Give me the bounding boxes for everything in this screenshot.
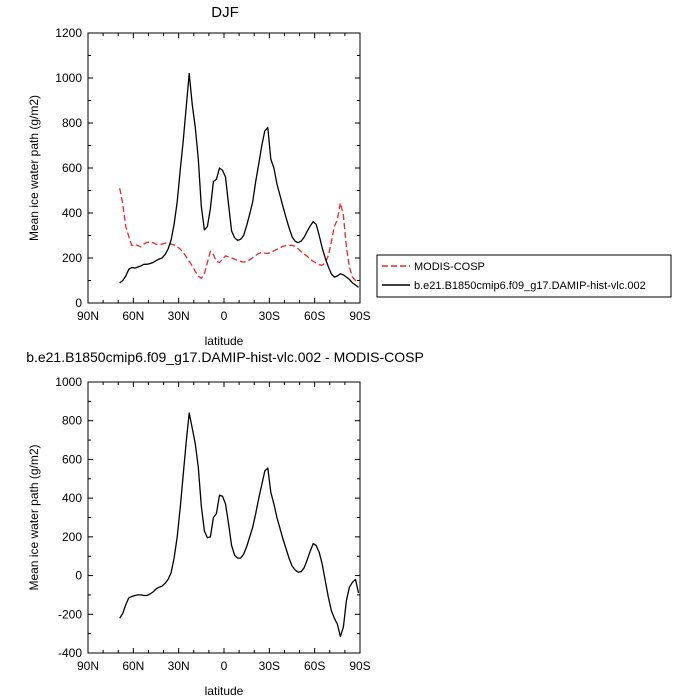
y-tick-label: 400 (62, 491, 82, 505)
y-tick-label: 1200 (55, 26, 82, 40)
chart-top-djf: DJF 90N 60N 30N 0 30S 60S 90S 0 200 400 600 800 1000… (27, 4, 672, 348)
legend: MODIS-COSP b.e21.B1850cmip6.f09_g17.DAMI… (376, 254, 672, 298)
chart-title: b.e21.B1850cmip6.f09_g17.DAMIP-hist-vlc.… (26, 349, 424, 365)
y-tick-label: 600 (62, 452, 82, 466)
x-tick-label: 90S (349, 659, 370, 673)
x-tick-label: 0 (221, 309, 228, 323)
y-tick-label: 800 (62, 414, 82, 428)
x-tick-label: 30N (168, 659, 190, 673)
y-tick-label: 0 (75, 296, 82, 310)
series-line-0 (119, 188, 359, 282)
plot-frame (87, 381, 361, 654)
x-tick-label: 60S (304, 659, 325, 673)
y-tick-label: 1000 (55, 71, 82, 85)
x-tick-label: 90S (349, 309, 370, 323)
series-group (119, 72, 359, 288)
y-axis-label: Mean ice water path (g/m2) (27, 95, 41, 241)
legend-box (376, 254, 672, 298)
series-group (119, 412, 360, 638)
x-axis-label: latitude (205, 334, 244, 348)
x-tick-label: 30S (259, 659, 280, 673)
y-axis-label: Mean ice water path (g/m2) (27, 444, 41, 590)
y-tick-label: 200 (62, 530, 82, 544)
y-tick-label: 1000 (55, 375, 82, 389)
x-tick-label: 30S (259, 309, 280, 323)
y-tick-label: 200 (62, 251, 82, 265)
x-tick-label: 90N (77, 659, 99, 673)
x-tick-label: 90N (77, 309, 99, 323)
series-line-1 (119, 72, 359, 288)
axes: 90N 60N 30N 0 30S 60S 90S 0 200 400 600 800 1000 1200… (27, 26, 371, 348)
y-tick-label: -400 (58, 646, 82, 660)
x-tick-label: 60N (122, 309, 144, 323)
y-tick-label: 800 (62, 116, 82, 130)
plot-frame (87, 32, 361, 304)
y-tick-label: 0 (75, 569, 82, 583)
axes: 90N 60N 30N 0 30S 60S 90S -400 -200 0 200 400 600 800… (27, 375, 371, 698)
legend-label-modis: MODIS-COSP (414, 261, 485, 273)
chart-title: DJF (211, 4, 239, 21)
legend-label-model: b.e21.B1850cmip6.f09_g17.DAMIP-hist-vlc.… (414, 280, 646, 292)
x-tick-label: 60N (122, 659, 144, 673)
x-tick-label: 60S (304, 309, 325, 323)
series-line-0 (119, 412, 360, 638)
y-tick-label: 600 (62, 161, 82, 175)
x-tick-label: 30N (168, 309, 190, 323)
chart-bottom-difference: b.e21.B1850cmip6.f09_g17.DAMIP-hist-vlc.… (26, 349, 424, 698)
x-axis-label: latitude (205, 684, 244, 698)
y-tick-label: 400 (62, 206, 82, 220)
y-tick-label: -200 (58, 607, 82, 621)
x-tick-label: 0 (221, 659, 228, 673)
